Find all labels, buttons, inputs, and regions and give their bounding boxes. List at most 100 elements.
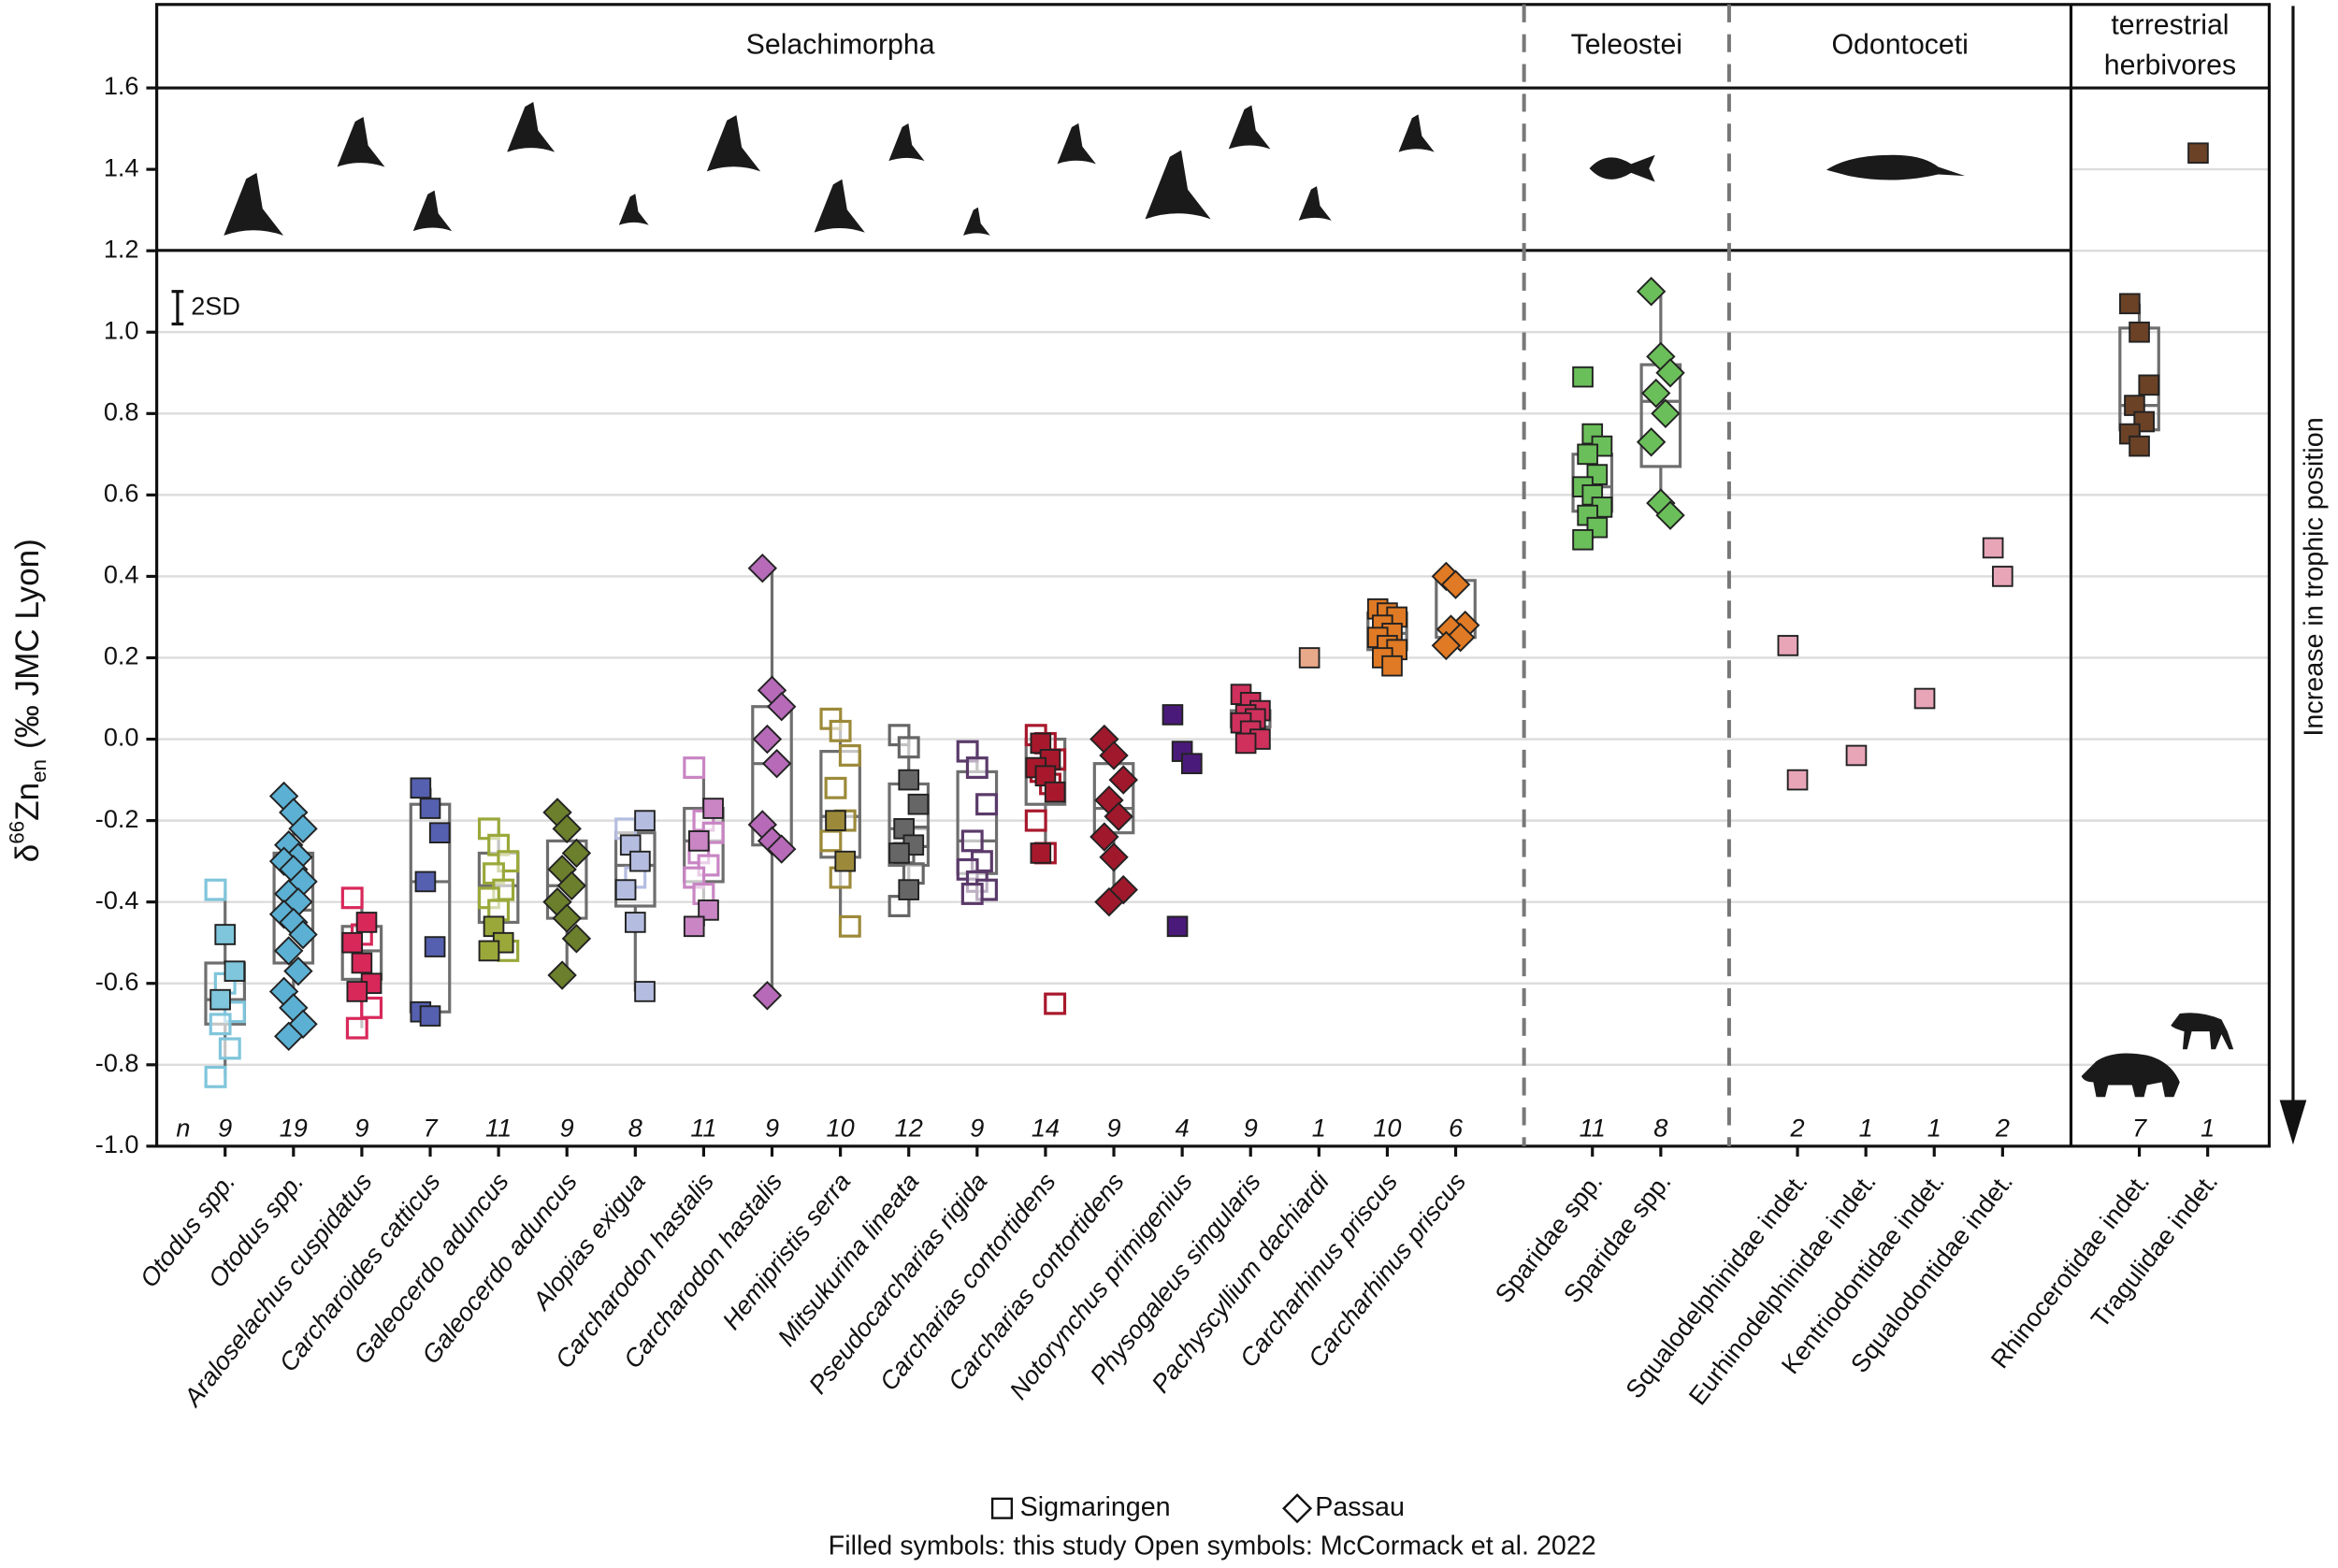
open-point — [204, 1065, 227, 1088]
filled-point — [698, 899, 719, 921]
tooth-silhouette — [814, 179, 865, 233]
tooth-silhouette — [618, 194, 649, 225]
group-label: terrestrial herbivores — [2104, 10, 2236, 81]
open-point — [819, 829, 843, 853]
y-tick-label: 1.0 — [104, 315, 139, 344]
filled-point — [1577, 443, 1598, 466]
filled-point — [1636, 427, 1667, 457]
n-count: 1 — [1859, 1113, 1873, 1142]
tooth-silhouette — [1145, 150, 1211, 220]
filled-point — [478, 940, 500, 962]
filled-point — [1166, 915, 1189, 938]
filled-point — [752, 981, 783, 1011]
legend-note: Filled symbols: this study Open symbols:… — [829, 1531, 1596, 1561]
y-tick-label: -0.6 — [95, 967, 139, 996]
n-count: 2 — [1790, 1113, 1805, 1142]
open-point — [1024, 809, 1047, 832]
filled-point — [552, 903, 582, 933]
filled-point — [1636, 277, 1667, 307]
group-label: Selachimorpha — [746, 29, 935, 60]
n-count: 12 — [895, 1113, 923, 1142]
n-label: n — [176, 1113, 190, 1142]
filled-point — [761, 748, 792, 779]
trophic-arrowhead — [2279, 1100, 2307, 1145]
n-count: 6 — [1449, 1113, 1464, 1142]
legend-marker — [990, 1497, 1014, 1519]
filled-point — [1572, 366, 1594, 388]
filled-point — [898, 879, 920, 900]
n-count: 9 — [1244, 1113, 1258, 1142]
y-axis-label: δ66Znen (‰ JMC Lyon) — [5, 539, 51, 862]
filled-point — [1298, 647, 1321, 669]
filled-point — [1090, 822, 1119, 852]
fish-silhouette — [1589, 154, 1655, 182]
y-label-symbol: δ — [9, 844, 46, 863]
open-point — [960, 829, 984, 853]
tooth-silhouette — [963, 207, 990, 236]
n-count: 7 — [423, 1113, 438, 1142]
y-tick-label: 0.0 — [104, 723, 139, 752]
open-point — [965, 756, 989, 779]
open-point — [824, 776, 847, 799]
filled-point — [767, 692, 797, 722]
open-point — [360, 996, 383, 1019]
y-tick-label: -0.2 — [95, 804, 139, 833]
filled-point — [1030, 842, 1052, 864]
y-tick-label: 0.2 — [104, 641, 139, 670]
group-label: Odontoceti — [1832, 29, 1969, 60]
filled-point — [214, 924, 237, 945]
filled-point — [614, 879, 637, 900]
filled-point — [1099, 842, 1129, 872]
filled-point — [1572, 528, 1594, 551]
filled-point — [1655, 358, 1685, 388]
y-label-units: (‰ JMC Lyon) — [9, 539, 46, 749]
rhino-silhouette — [2081, 1053, 2180, 1098]
open-point — [1044, 992, 1067, 1015]
y-label-subscript: en — [27, 759, 51, 783]
filled-point — [274, 1021, 304, 1052]
filled-point — [702, 798, 724, 819]
tooth-silhouette — [1228, 105, 1271, 150]
filled-point — [410, 777, 432, 799]
n-count: 7 — [2132, 1113, 2147, 1142]
filled-point — [1786, 769, 1809, 791]
sd-label: 2SD — [191, 291, 240, 320]
filled-point — [419, 798, 441, 819]
y-tick-label: -0.4 — [95, 885, 139, 914]
tooth-silhouette — [1057, 122, 1096, 165]
filled-point — [767, 834, 797, 864]
y-tick-label: 1.2 — [104, 234, 139, 263]
tooth-silhouette — [706, 115, 761, 172]
n-count: 1 — [2201, 1113, 2215, 1142]
open-point — [345, 1016, 368, 1040]
legend-label: Sigmaringen — [1020, 1492, 1171, 1522]
open-point — [960, 883, 984, 905]
filled-point — [687, 830, 710, 852]
filled-point — [355, 912, 378, 933]
filled-point — [552, 813, 582, 844]
n-count: 14 — [1032, 1113, 1060, 1142]
filled-point — [825, 810, 846, 831]
filled-point — [683, 915, 705, 938]
filled-point — [288, 813, 318, 844]
tooth-silhouette — [337, 116, 385, 167]
y-tick-label: 1.4 — [104, 152, 139, 181]
y-label-superscript: 66 — [5, 821, 28, 844]
legend-marker — [1282, 1493, 1313, 1524]
filled-point — [2129, 435, 2150, 457]
y-tick-label: -0.8 — [95, 1048, 139, 1077]
filled-point — [561, 924, 592, 954]
filled-point — [888, 842, 910, 864]
open-point — [838, 914, 861, 938]
n-count: 10 — [1373, 1113, 1401, 1142]
n-count: 9 — [765, 1113, 779, 1142]
deer-silhouette — [2171, 1013, 2234, 1050]
n-count: 11 — [690, 1113, 716, 1142]
n-count: 9 — [970, 1113, 984, 1142]
y-tick-label: 1.6 — [104, 71, 139, 100]
filled-point — [907, 793, 930, 815]
n-count: 4 — [1176, 1113, 1190, 1142]
filled-point — [1099, 741, 1129, 770]
filled-point — [2138, 374, 2160, 396]
